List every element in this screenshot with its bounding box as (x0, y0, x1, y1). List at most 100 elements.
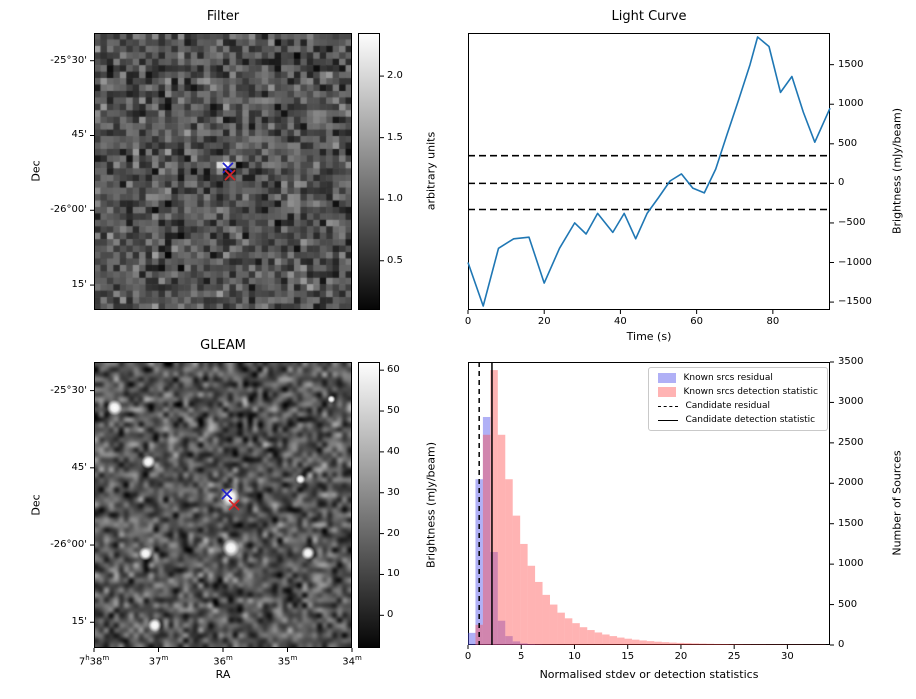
filter-ylabel: Dec (29, 160, 43, 182)
gleam-ra-tick: 7h38m (78, 654, 110, 668)
light-curve-y-tick: 1500 (838, 58, 864, 70)
histogram-bar (609, 636, 618, 645)
gleam-dec-tick: -25°30' (50, 384, 87, 396)
light-curve-y-tick: −1000 (838, 256, 872, 268)
histogram-bar (706, 643, 714, 645)
legend-solid-line-icon (658, 419, 679, 421)
gleam-image (94, 362, 352, 648)
histogram-bar (497, 434, 506, 645)
histogram-bar (482, 416, 491, 645)
gleam-ra-tick: 35m (277, 654, 298, 668)
histogram-bar (520, 643, 528, 645)
gleam-ylabel: Dec (29, 494, 43, 516)
axes-spine (468, 33, 830, 310)
light-curve-y-tick: −1500 (838, 296, 872, 308)
histogram-y-tick: 1000 (838, 558, 864, 570)
histogram-bar (535, 581, 543, 645)
gleam-dec-tick: 15' (71, 616, 87, 628)
legend-item-candidate-detection: Candidate detection statistic (658, 415, 818, 425)
histogram-y-tick: 3500 (838, 356, 864, 367)
legend-label: Candidate detection statistic (685, 415, 816, 425)
gleam-ra-tick: 36m (213, 654, 233, 668)
histogram-y-tick: 1500 (838, 517, 864, 529)
histogram-x-tick: 10 (568, 651, 581, 662)
histogram-x-tick: 5 (518, 651, 525, 662)
histogram-bar (758, 644, 767, 645)
light-curve-x-tick: 80 (766, 316, 780, 327)
histogram-bar (564, 618, 573, 645)
histogram-bar (751, 644, 759, 645)
histogram-bar (527, 565, 536, 645)
light-curve-y-tick: 0 (838, 177, 845, 189)
histogram-ylabel: Number of Sources (890, 450, 904, 556)
filter-dec-tick: 45' (71, 129, 87, 141)
histogram-bar (527, 644, 536, 645)
light-curve-y-tick: 500 (838, 137, 858, 149)
histogram-bar (475, 624, 483, 645)
histogram-bar (475, 479, 483, 645)
legend-dashed-line-icon (658, 405, 679, 407)
gleam-title: GLEAM (200, 338, 246, 353)
light-curve-xlabel: Time (s) (626, 330, 672, 343)
histogram-legend: Known srcs residual Known srcs detection… (648, 367, 828, 431)
histogram-bar (669, 642, 677, 645)
histogram-y-tick: 2000 (838, 477, 864, 489)
filter-title: Filter (206, 9, 240, 24)
legend-label: Candidate residual (685, 401, 771, 411)
histogram-bar (684, 643, 692, 645)
light-curve-x-tick: 40 (614, 316, 627, 327)
gleam-dec-tick: 45' (71, 461, 87, 473)
histogram-y-tick: 500 (838, 598, 858, 610)
histogram-bar (646, 641, 655, 645)
gleam-colorbar-label: Brightness (mJy/beam) (424, 441, 438, 569)
light-curve-y-tick: −500 (838, 216, 866, 228)
histogram-bar (490, 552, 498, 645)
histogram-x-tick: 15 (621, 651, 635, 662)
histogram-bar (661, 642, 670, 645)
filter-colorbar-label: arbitrary units (424, 131, 438, 211)
histogram-bar (654, 641, 662, 645)
legend-label: Known srcs residual (683, 373, 773, 383)
histogram-bar (572, 623, 580, 645)
histogram-bar (639, 640, 647, 645)
histogram-bar (743, 644, 752, 645)
legend-swatch-detection (658, 387, 677, 397)
filter-colorbar-tick: 1.5 (387, 131, 403, 143)
gleam-colorbar-tick: 40 (387, 445, 400, 457)
filter-colorbar-tick: 2.0 (387, 70, 403, 82)
histogram-x-tick: 30 (781, 651, 794, 662)
light-curve-ylabel: Brightness (mJy/beam) (890, 107, 904, 235)
histogram-bar (676, 642, 685, 645)
histogram-bar (512, 641, 521, 645)
gleam-colorbar (358, 362, 380, 648)
legend-swatch-residual (658, 373, 677, 383)
histogram-bar (505, 479, 513, 645)
histogram-bar (468, 632, 476, 645)
filter-colorbar (358, 33, 380, 310)
histogram-xlabel: Normalised stdev or detection statistics (539, 668, 759, 681)
gleam-ra-tick: 34m (342, 654, 362, 668)
legend-label: Known srcs detection statistic (683, 387, 818, 397)
histogram-bar (699, 643, 707, 645)
light-curve-title: Light Curve (611, 9, 687, 24)
gleam-ra-tick: 37m (148, 654, 169, 668)
gleam-xlabel: RA (215, 668, 231, 681)
gleam-dec-tick: -26°00' (50, 539, 87, 551)
filter-image (94, 33, 352, 310)
light-curve-x-tick: 20 (537, 316, 551, 327)
histogram-bar (579, 627, 588, 645)
histogram-bar (490, 370, 498, 645)
legend-item-known-residual: Known srcs residual (658, 373, 818, 383)
legend-item-known-detection: Known srcs detection statistic (658, 387, 818, 397)
histogram-bar (542, 594, 550, 645)
histogram-bar (557, 612, 565, 645)
filter-dec-tick: -26°00' (50, 204, 87, 216)
histogram-bar (736, 644, 744, 645)
legend-item-candidate-residual: Candidate residual (658, 401, 818, 411)
gleam-colorbar-tick: 10 (387, 568, 400, 580)
histogram-y-tick: 2500 (838, 436, 864, 448)
light-curve-x-tick: 60 (690, 316, 703, 327)
histogram-bar (721, 644, 729, 645)
histogram-x-tick: 0 (464, 651, 472, 662)
